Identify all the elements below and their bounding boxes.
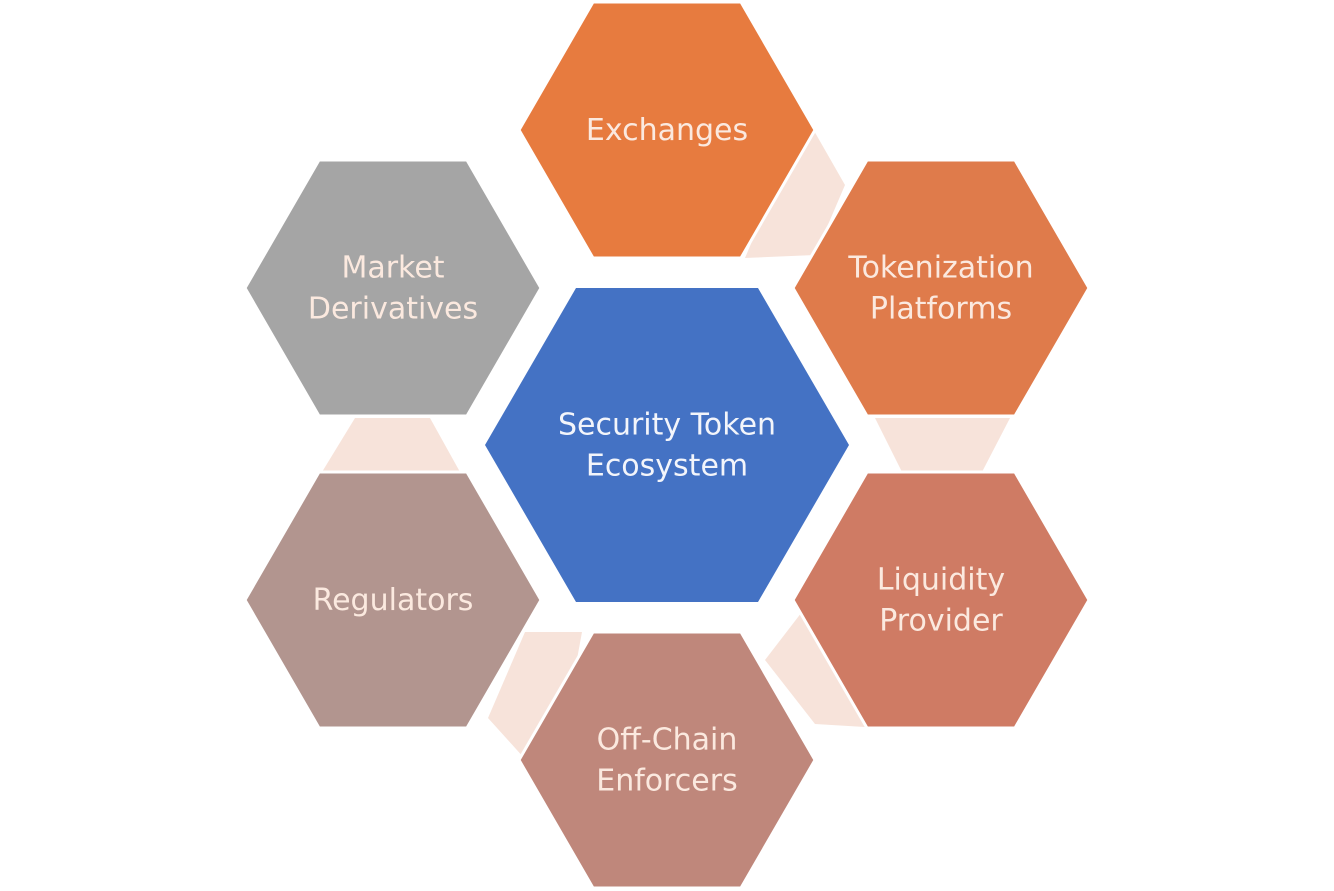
connector-regulators-market bbox=[322, 418, 460, 472]
hex-exchanges-label-line-1: Exchanges bbox=[586, 113, 748, 148]
hex-regulators-label-line-1: Regulators bbox=[313, 583, 474, 618]
hex-liquidity-provider-label-line-1: Liquidity bbox=[877, 563, 1005, 598]
hex-security-token-ecosystem-shape bbox=[485, 288, 849, 602]
hex-security-token-ecosystem-label-line-2: Ecosystem bbox=[586, 449, 748, 484]
hex-market-derivatives: Market Derivatives bbox=[243, 158, 543, 418]
hex-regulators-shape bbox=[243, 470, 543, 730]
hex-exchanges-shape bbox=[517, 0, 817, 260]
hexagons: Exchanges Tokenization Platforms Liquidity P… bbox=[243, 0, 1091, 890]
hex-off-chain-enforcers-label-line-2: Enforcers bbox=[596, 764, 737, 799]
hex-tokenization-platforms-label-line-2: Platforms bbox=[870, 292, 1012, 327]
hex-security-token-ecosystem: Security Token Ecosystem bbox=[485, 288, 849, 602]
hex-liquidity-provider-label-line-2: Provider bbox=[879, 604, 1003, 639]
connector-tokenization-liquidity bbox=[875, 418, 1010, 472]
hex-liquidity-provider: Liquidity Provider bbox=[791, 470, 1091, 730]
connector-liquidity-offchain bbox=[765, 608, 865, 727]
connector-exchanges-tokenization bbox=[745, 115, 845, 258]
hex-tokenization-platforms-shape bbox=[791, 158, 1091, 418]
hex-tokenization-platforms: Tokenization Platforms bbox=[791, 158, 1091, 418]
hex-market-derivatives-label-line-2: Derivatives bbox=[308, 292, 478, 327]
hex-market-derivatives-label-line-1: Market bbox=[341, 251, 444, 286]
hex-off-chain-enforcers-label-line-1: Off-Chain bbox=[597, 723, 738, 758]
hex-liquidity-provider-shape bbox=[791, 470, 1091, 730]
hex-tokenization-platforms-label-line-1: Tokenization bbox=[847, 251, 1033, 286]
hex-security-token-ecosystem-label-line-1: Security Token bbox=[558, 408, 776, 443]
hex-off-chain-enforcers: Off-Chain Enforcers bbox=[517, 630, 817, 890]
hex-regulators: Regulators bbox=[243, 470, 543, 730]
hex-market-derivatives-shape bbox=[243, 158, 543, 418]
hex-exchanges: Exchanges bbox=[517, 0, 817, 260]
hex-off-chain-enforcers-shape bbox=[517, 630, 817, 890]
